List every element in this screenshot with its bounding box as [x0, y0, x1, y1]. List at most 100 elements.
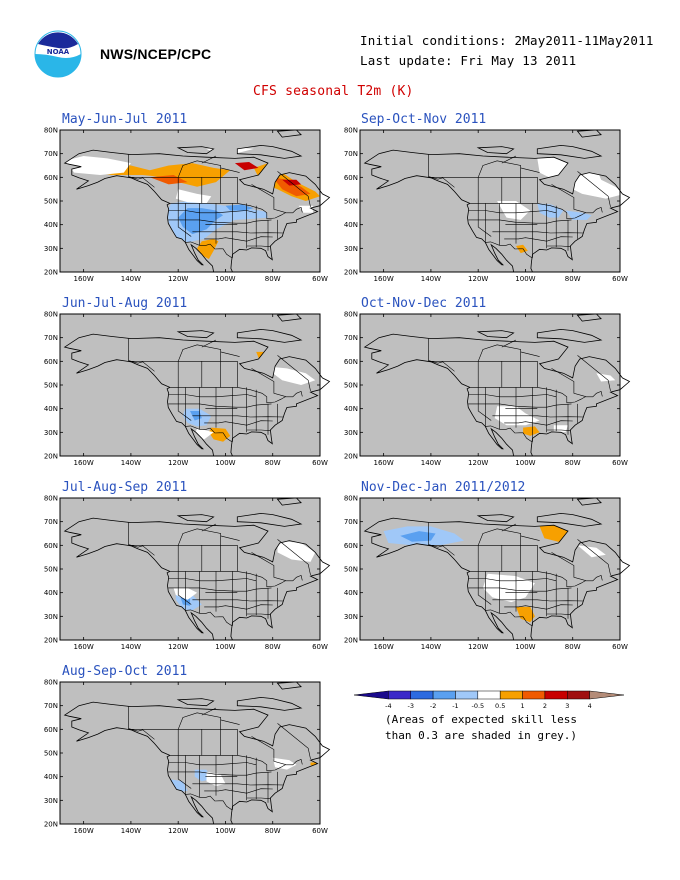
map-ond: 80N 70N 60N 50N 40N 30N 20N 160W 140W 120W 100W 80W…	[344, 311, 631, 467]
ocean-area	[60, 682, 320, 824]
colorbar-segment	[455, 690, 479, 700]
boundary-line	[492, 599, 584, 602]
boundary-line	[428, 522, 455, 556]
lon-tick-label: 120W	[168, 459, 188, 467]
anomaly-region	[263, 366, 316, 385]
lat-tick-label: 40N	[344, 589, 358, 597]
boundary-line	[177, 571, 192, 605]
ocean-area	[60, 498, 320, 640]
boundary-line	[168, 762, 257, 766]
map-panel-ond: 80N 70N 60N 50N 40N 30N 20N 160W 140W 120W 100W 80W…	[330, 310, 631, 470]
coastline	[476, 330, 515, 339]
anomaly-region	[64, 156, 131, 175]
boundary-line	[477, 203, 492, 237]
boundary-line	[168, 219, 272, 224]
boundary-line	[168, 771, 272, 776]
colorbar-segment	[544, 690, 568, 700]
boundary-line	[237, 387, 303, 404]
colorbar-label: 1	[520, 702, 524, 710]
coastline	[176, 698, 215, 707]
lat-tick-label: 40N	[44, 405, 58, 413]
lon-tick-label: 140W	[121, 459, 141, 467]
lat-tick-label: 20N	[344, 637, 358, 645]
lon-tick-label: 160W	[373, 459, 393, 467]
anomaly-region	[272, 177, 311, 197]
lon-tick-label: 160W	[373, 643, 393, 651]
lat-tick-label: 30N	[344, 429, 358, 437]
map-mjj: 80N 70N 60N 50N 40N 30N 20N 160W 140W 120W 100W 80W…	[44, 127, 331, 283]
boundary-line	[277, 723, 311, 759]
lat-tick-label: 50N	[44, 198, 58, 206]
lon-tick-label: 60W	[312, 827, 328, 835]
colorbar-segment	[432, 690, 456, 700]
lat-tick-label: 60N	[44, 542, 58, 550]
lat-tick-label: 50N	[44, 750, 58, 758]
boundary-line	[168, 210, 257, 214]
colorbar-label: 3	[565, 702, 569, 710]
lon-tick-label: 140W	[121, 643, 141, 651]
boundary-line	[485, 241, 532, 259]
boundary-line	[251, 184, 286, 213]
colorbar-note-line2: than 0.3 are shaded in grey.)	[385, 729, 578, 742]
boundary-line	[492, 231, 584, 234]
boundary-line	[177, 528, 221, 546]
lat-tick-label: 50N	[344, 566, 358, 574]
lat-tick-label: 40N	[44, 221, 58, 229]
initial-conditions: Initial conditions: 2May2011-11May2011	[360, 33, 654, 48]
anomaly-region	[596, 373, 616, 382]
lat-tick-label: 60N	[44, 726, 58, 734]
boundary-line	[468, 219, 572, 224]
coastline	[536, 328, 603, 343]
anomaly-region	[178, 208, 224, 235]
boundary-line	[201, 155, 217, 164]
colorbar-segment	[477, 690, 501, 700]
lat-tick-label: 80N	[344, 495, 358, 503]
lon-tick-label: 80W	[565, 459, 581, 467]
noaa-logo-icon: NOAA	[34, 30, 82, 78]
last-update: Last update: Fri May 13 2011	[360, 53, 577, 68]
anomaly-region	[482, 573, 535, 603]
boundary-line	[277, 171, 311, 207]
boundary-line	[177, 160, 221, 178]
boundary-line	[204, 420, 273, 426]
boundary-line	[220, 535, 240, 541]
boundary-line	[220, 351, 240, 357]
colorbar-label: -1	[452, 702, 458, 710]
map-panel-aso: 80N 70N 60N 50N 40N 30N 20N 160W 140W 120W 100W 80W…	[30, 678, 331, 838]
lon-tick-label: 100W	[215, 459, 235, 467]
lat-tick-label: 80N	[44, 679, 58, 687]
boundary-line	[192, 415, 284, 418]
boundary-line	[577, 539, 611, 575]
boundary-line	[428, 338, 455, 372]
boundary-line	[520, 351, 540, 357]
colorbar-segment	[410, 690, 434, 700]
boundary-line	[277, 539, 311, 575]
boundary-line	[237, 203, 303, 220]
boundary-line	[477, 571, 492, 605]
coastline	[476, 146, 515, 155]
lat-tick-label: 50N	[44, 382, 58, 390]
lat-tick-label: 50N	[344, 198, 358, 206]
boundary-line	[204, 788, 273, 794]
lon-tick-label: 140W	[421, 643, 441, 651]
boundary-line	[501, 523, 517, 532]
boundary-line	[192, 231, 284, 234]
boundary-line	[428, 154, 455, 188]
lon-tick-label: 80W	[565, 275, 581, 283]
lon-tick-label: 120W	[168, 643, 188, 651]
lat-tick-label: 60N	[44, 358, 58, 366]
panel-title-jas: Jul-Aug-Sep 2011	[62, 480, 188, 495]
boundary-line	[577, 171, 611, 207]
lat-tick-label: 20N	[44, 269, 58, 277]
boundary-line	[192, 599, 284, 602]
map-jja: 80N 70N 60N 50N 40N 30N 20N 160W 140W 120W 100W 80W…	[44, 311, 331, 467]
lon-tick-label: 100W	[215, 275, 235, 283]
lat-tick-label: 40N	[344, 221, 358, 229]
boundary-line	[177, 203, 192, 237]
panel-title-mjj: May-Jun-Jul 2011	[62, 112, 188, 127]
lon-tick-label: 60W	[312, 643, 328, 651]
lon-tick-label: 80W	[265, 275, 281, 283]
lon-tick-label: 100W	[515, 643, 535, 651]
boundary-line	[185, 425, 232, 443]
coastline	[236, 696, 303, 711]
